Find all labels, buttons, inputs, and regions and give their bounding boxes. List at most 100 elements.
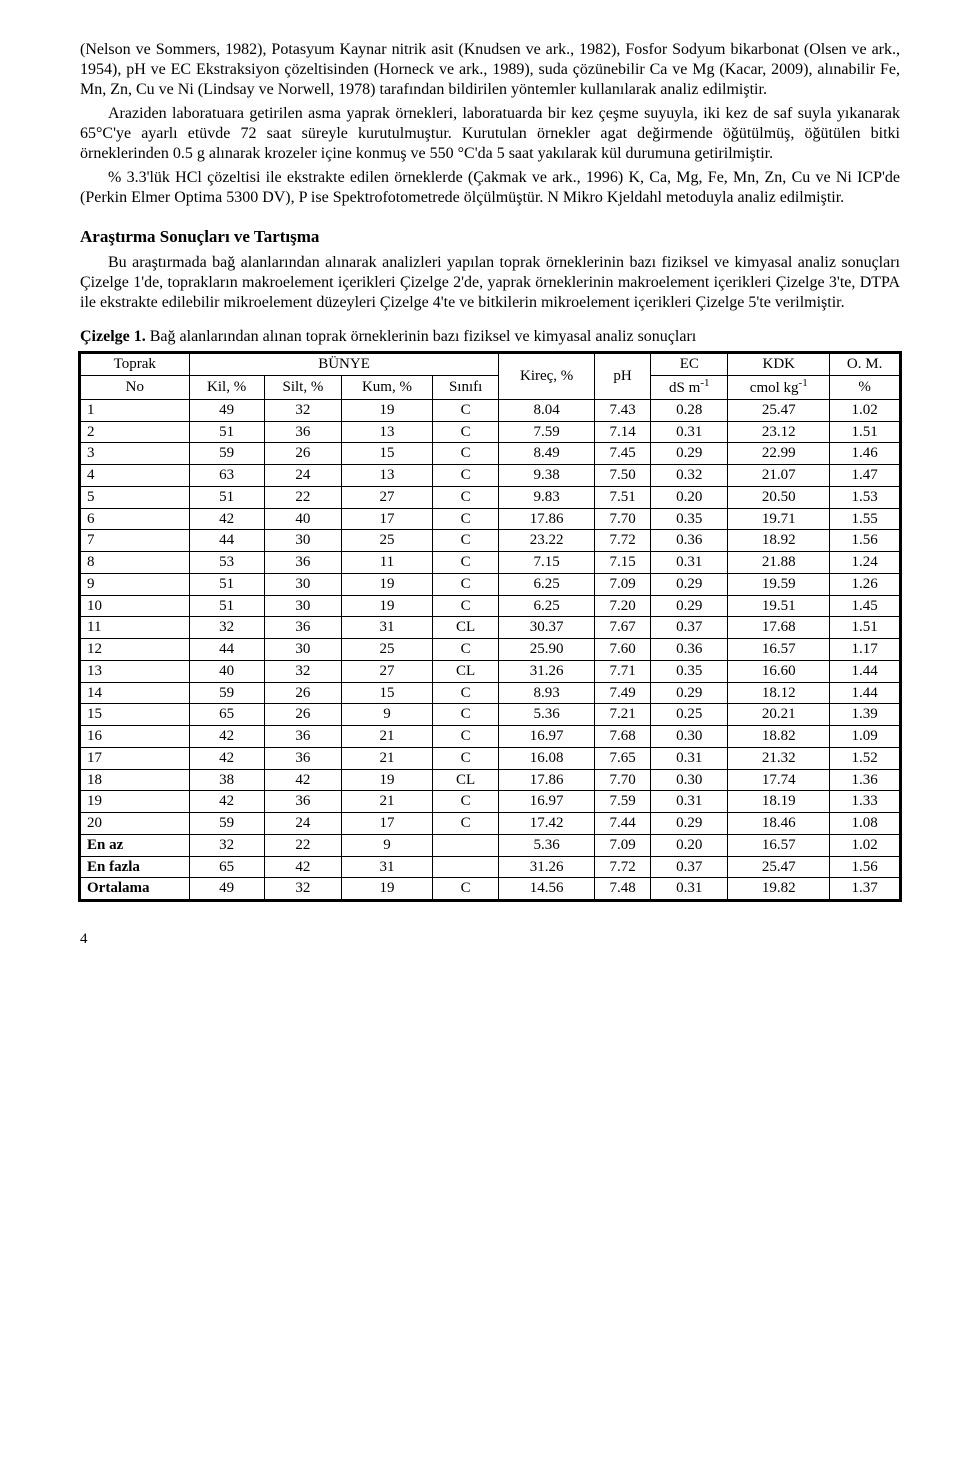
table-cell: 36 xyxy=(264,421,341,443)
table-row: En fazla65423131.267.720.3725.471.56 xyxy=(81,856,900,878)
table-cell: 17 xyxy=(342,813,433,835)
table-cell: 7.60 xyxy=(594,639,650,661)
paragraph-2: Araziden laboratuara getirilen asma yapr… xyxy=(80,104,900,164)
table-cell: 25.47 xyxy=(728,856,830,878)
th-ec-unit: dS m-1 xyxy=(651,376,728,400)
table-cell: 7.09 xyxy=(594,573,650,595)
table-cell: 51 xyxy=(189,573,264,595)
table-cell: 17 xyxy=(342,508,433,530)
table-row: 2513613C7.597.140.3123.121.51 xyxy=(81,421,900,443)
table-cell: CL xyxy=(432,617,499,639)
table-cell: 7.49 xyxy=(594,682,650,704)
table-row: 4632413C9.387.500.3221.071.47 xyxy=(81,465,900,487)
table-cell: 16 xyxy=(81,726,190,748)
table-cell: 20.50 xyxy=(728,486,830,508)
table-cell: En fazla xyxy=(81,856,190,878)
table-cell: 17.86 xyxy=(499,769,594,791)
table-cell: 7.45 xyxy=(594,443,650,465)
table-cell: 7.48 xyxy=(594,878,650,900)
table-cell: 42 xyxy=(189,747,264,769)
table-cell: 24 xyxy=(264,813,341,835)
table-row: 1565269C5.367.210.2520.211.39 xyxy=(81,704,900,726)
th-kil: Kil, % xyxy=(189,376,264,400)
paragraph-3: % 3.3'lük HCl çözeltisi ile ekstrakte ed… xyxy=(80,168,900,208)
table-row: 16423621C16.977.680.3018.821.09 xyxy=(81,726,900,748)
th-silt: Silt, % xyxy=(264,376,341,400)
table-cell: 13 xyxy=(342,465,433,487)
table-cell: 19 xyxy=(342,573,433,595)
table-cell: 13 xyxy=(81,660,190,682)
table-cell: 1.52 xyxy=(830,747,900,769)
table-cell: 0.30 xyxy=(651,726,728,748)
table-row: 5512227C9.837.510.2020.501.53 xyxy=(81,486,900,508)
table-cell: 7.50 xyxy=(594,465,650,487)
table-cell: 7.43 xyxy=(594,399,650,421)
table-cell: 42 xyxy=(264,769,341,791)
table-cell: 30 xyxy=(264,595,341,617)
table-cell: 8.49 xyxy=(499,443,594,465)
table-cell: 1.36 xyxy=(830,769,900,791)
table-cell: 36 xyxy=(264,552,341,574)
table-cell: C xyxy=(432,595,499,617)
table-cell: 32 xyxy=(264,878,341,900)
table-cell: 18.92 xyxy=(728,530,830,552)
table-cell: 0.31 xyxy=(651,747,728,769)
table-cell: 32 xyxy=(264,399,341,421)
table-cell: 16.97 xyxy=(499,791,594,813)
th-om-unit: % xyxy=(830,376,900,400)
table-cell: 32 xyxy=(264,660,341,682)
table-cell: C xyxy=(432,530,499,552)
table-cell: C xyxy=(432,399,499,421)
table-cell: 26 xyxy=(264,682,341,704)
table-cell: 19.59 xyxy=(728,573,830,595)
table-cell: 1.47 xyxy=(830,465,900,487)
table-cell: 59 xyxy=(189,813,264,835)
table-cell: 19.51 xyxy=(728,595,830,617)
table-cell: 0.36 xyxy=(651,639,728,661)
table-cell: 36 xyxy=(264,791,341,813)
table-cell: 42 xyxy=(189,791,264,813)
table-row: 3592615C8.497.450.2922.991.46 xyxy=(81,443,900,465)
table-cell: 30 xyxy=(264,639,341,661)
table-cell: 1.26 xyxy=(830,573,900,595)
table-cell: 16.08 xyxy=(499,747,594,769)
table-cell: 21 xyxy=(342,726,433,748)
th-kirec: Kireç, % xyxy=(499,354,594,400)
table-cell: 1.56 xyxy=(830,530,900,552)
table-cell: 53 xyxy=(189,552,264,574)
table-cell: 23.12 xyxy=(728,421,830,443)
table-row: 13403227CL31.267.710.3516.601.44 xyxy=(81,660,900,682)
table-cell: 18.46 xyxy=(728,813,830,835)
table-cell: 38 xyxy=(189,769,264,791)
table-cell: 0.31 xyxy=(651,421,728,443)
table-cell: 17 xyxy=(81,747,190,769)
table-row: 17423621C16.087.650.3121.321.52 xyxy=(81,747,900,769)
table-cell: 1.44 xyxy=(830,682,900,704)
table-cell: 21 xyxy=(342,791,433,813)
table-cell: 36 xyxy=(264,617,341,639)
table-cell: C xyxy=(432,486,499,508)
table-cell: 0.31 xyxy=(651,878,728,900)
table-cell: 7.67 xyxy=(594,617,650,639)
table-cell: 7.72 xyxy=(594,856,650,878)
table-cell: 15 xyxy=(81,704,190,726)
table-cell: 9 xyxy=(342,704,433,726)
table-cell: 7.20 xyxy=(594,595,650,617)
table-row: En az322295.367.090.2016.571.02 xyxy=(81,834,900,856)
table-cell: 7.59 xyxy=(499,421,594,443)
table-cell: 4 xyxy=(81,465,190,487)
table-cell: 32 xyxy=(189,617,264,639)
table-cell: C xyxy=(432,443,499,465)
table-cell: C xyxy=(432,726,499,748)
table-cell: 0.31 xyxy=(651,791,728,813)
table-cell: 1.39 xyxy=(830,704,900,726)
table-cell: 19 xyxy=(342,595,433,617)
table-cell: 7.15 xyxy=(499,552,594,574)
table-cell: C xyxy=(432,639,499,661)
table-cell: 51 xyxy=(189,421,264,443)
table-cell: 18.19 xyxy=(728,791,830,813)
table-cell: 1.08 xyxy=(830,813,900,835)
table-row: 1493219C8.047.430.2825.471.02 xyxy=(81,399,900,421)
table-cell: 14 xyxy=(81,682,190,704)
table-cell: 27 xyxy=(342,660,433,682)
